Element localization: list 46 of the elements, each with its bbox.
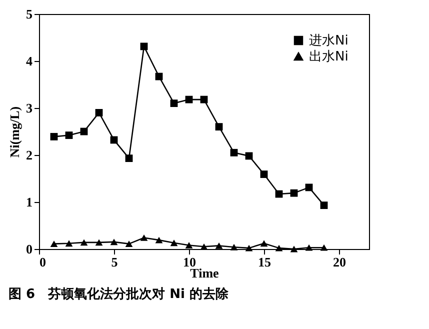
point (140, 234, 148, 241)
x-tick-label: 20 (333, 254, 346, 270)
point (215, 242, 223, 249)
legend-label: 进水Ni (309, 34, 348, 48)
point (65, 132, 73, 139)
point (110, 238, 118, 246)
point (320, 202, 328, 209)
point (125, 240, 133, 248)
point (260, 240, 268, 247)
point (65, 240, 73, 247)
point (245, 152, 253, 160)
point (50, 240, 58, 248)
point (50, 132, 58, 140)
point (290, 246, 298, 252)
y-tick-label: 1 (26, 194, 32, 210)
point (260, 170, 268, 178)
y-tick-label: 3 (26, 100, 33, 116)
y-axis-title: Ni(mg/L) (7, 106, 22, 158)
point (125, 154, 133, 162)
point (140, 42, 148, 50)
point (95, 239, 103, 246)
point (290, 189, 298, 197)
x-tick-label: 0 (40, 254, 46, 270)
point (305, 184, 313, 192)
y-tick-label: 4 (26, 54, 33, 68)
point (155, 236, 163, 244)
point (200, 243, 208, 250)
point (170, 240, 178, 246)
legend-label: 出水Ni (309, 50, 348, 64)
point (245, 244, 253, 252)
point (95, 108, 103, 116)
y-tick-label: 0 (26, 242, 32, 256)
point (80, 239, 88, 246)
x-tick-label: 5 (111, 254, 118, 270)
y-tick-label: 2 (26, 148, 32, 162)
point (305, 244, 313, 251)
point (185, 242, 193, 248)
point (230, 244, 238, 250)
point (230, 148, 238, 156)
point (275, 244, 283, 252)
point (215, 123, 223, 131)
x-tick-label: 15 (258, 254, 272, 270)
point (320, 244, 328, 251)
text: 图 6 芬顿氧化法分批次对 Ni 的去除 (8, 287, 230, 302)
y-tick-label: 5 (26, 6, 33, 22)
point (170, 100, 178, 108)
